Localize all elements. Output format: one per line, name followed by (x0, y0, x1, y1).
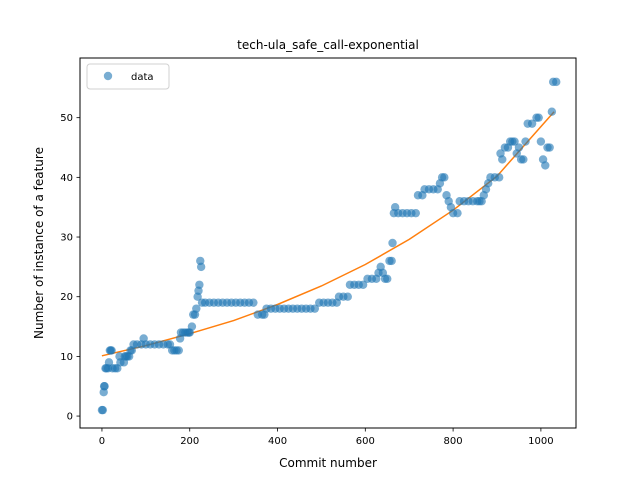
x-axis-label: Commit number (279, 456, 377, 470)
y-tick-label: 40 (60, 173, 73, 184)
data-point (536, 137, 546, 146)
legend-label-data: data (131, 72, 154, 83)
data-point (310, 304, 320, 313)
data-point (249, 298, 258, 307)
data-point (527, 119, 537, 128)
data-point (174, 346, 183, 355)
data-point (388, 238, 397, 248)
x-tick-label: 400 (268, 436, 287, 447)
data-point (545, 143, 554, 152)
data-point (187, 322, 197, 331)
data-point (192, 304, 201, 313)
y-tick-label: 20 (60, 292, 73, 303)
data-point (519, 155, 528, 164)
x-tick-label: 0 (99, 436, 105, 447)
x-tick-label: 600 (356, 436, 375, 447)
data-point (196, 262, 206, 272)
data-point (552, 77, 561, 87)
data-points (97, 77, 561, 415)
data-point (510, 137, 519, 146)
data-point (107, 346, 116, 355)
x-tick-label: 1000 (528, 436, 553, 447)
y-tick-label: 0 (67, 412, 73, 423)
data-point (547, 107, 557, 116)
data-point (100, 382, 109, 391)
data-point (514, 143, 524, 152)
legend-box (86, 63, 170, 90)
data-point (521, 137, 530, 146)
x-axis-ticks: 0 200 400 600 800 1000 (99, 428, 554, 447)
plot-area: 0 200 400 600 800 1000 0 10 20 30 40 50 (60, 57, 577, 447)
y-axis-ticks: 0 10 20 30 40 50 (60, 113, 80, 423)
chart-title: tech-ula_safe_call-exponential (237, 38, 419, 52)
x-tick-label: 800 (444, 436, 463, 447)
legend-marker-data (103, 71, 113, 81)
y-tick-label: 30 (60, 233, 73, 244)
data-point (498, 155, 507, 164)
data-point (98, 405, 108, 415)
data-point (411, 208, 420, 218)
legend: data (86, 63, 170, 90)
y-tick-label: 10 (60, 352, 73, 363)
data-point (343, 292, 352, 301)
axes-background (80, 58, 576, 428)
data-point (358, 280, 368, 289)
data-point (387, 256, 396, 266)
data-point (383, 274, 392, 284)
y-axis-label: Number of instance of a feature (32, 147, 46, 339)
data-point (440, 173, 449, 182)
data-point (195, 280, 204, 289)
data-point (453, 208, 462, 218)
data-point (534, 113, 543, 122)
x-tick-label: 200 (180, 436, 199, 447)
y-tick-label: 50 (60, 113, 73, 124)
data-point (541, 161, 550, 170)
axes-frame (79, 57, 577, 429)
data-point (494, 173, 504, 182)
